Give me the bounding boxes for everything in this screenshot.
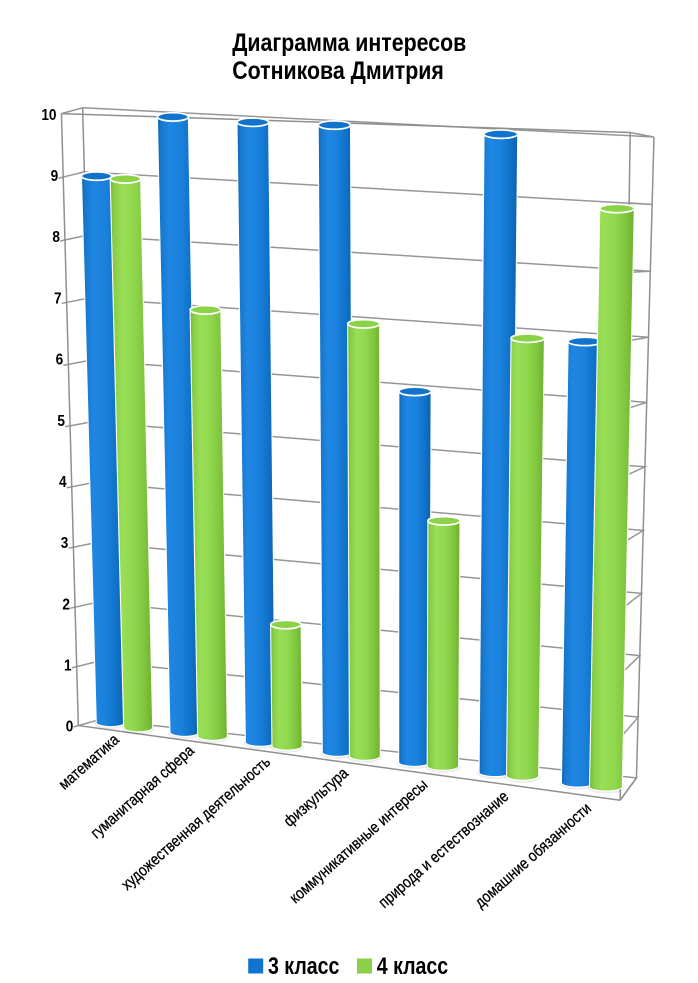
svg-text:2: 2: [62, 597, 70, 614]
svg-text:3: 3: [61, 535, 69, 552]
svg-text:физкультура: физкультура: [281, 764, 353, 830]
svg-text:4 класс: 4 класс: [377, 952, 448, 979]
svg-text:Сотникова Дмитрия: Сотникова Дмитрия: [232, 57, 444, 85]
svg-text:художественная деятельность: художественная деятельность: [119, 753, 275, 894]
svg-text:6: 6: [56, 352, 64, 369]
svg-text:7: 7: [54, 291, 62, 308]
svg-text:Диаграмма интересов: Диаграмма интересов: [232, 29, 466, 57]
svg-text:3 класс: 3 класс: [268, 952, 339, 979]
svg-text:8: 8: [52, 229, 60, 246]
svg-text:1: 1: [64, 658, 72, 675]
svg-text:5: 5: [57, 413, 65, 430]
svg-text:математика: математика: [56, 731, 124, 794]
svg-text:0: 0: [66, 719, 74, 736]
svg-text:9: 9: [51, 168, 59, 185]
svg-text:4: 4: [59, 474, 67, 491]
svg-text:10: 10: [41, 107, 56, 124]
